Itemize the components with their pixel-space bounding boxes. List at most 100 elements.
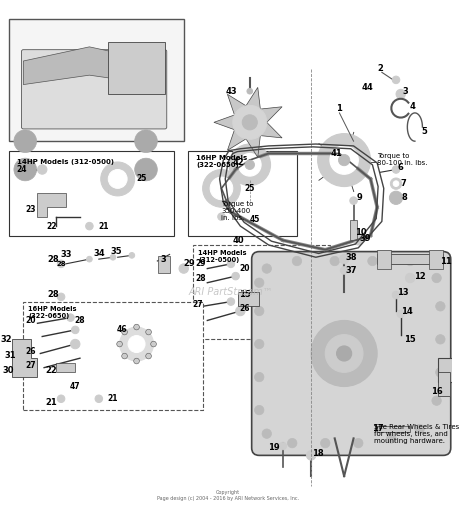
Circle shape (37, 165, 47, 174)
Bar (350, 220, 357, 240)
Polygon shape (214, 115, 235, 130)
Text: 37: 37 (346, 266, 357, 275)
Circle shape (318, 134, 371, 187)
Text: 16HP Models
(322-0650): 16HP Models (322-0650) (196, 156, 247, 169)
Bar (438, 358, 467, 382)
Circle shape (320, 438, 330, 448)
Text: 34: 34 (93, 249, 105, 258)
Text: 25: 25 (136, 174, 146, 184)
Circle shape (238, 154, 261, 176)
Circle shape (179, 264, 189, 273)
Text: 46: 46 (117, 325, 128, 334)
Text: 3: 3 (402, 87, 408, 96)
Text: 35: 35 (110, 247, 122, 256)
Text: 29: 29 (183, 260, 195, 268)
Circle shape (292, 256, 301, 266)
Circle shape (432, 273, 441, 283)
Text: 14: 14 (401, 307, 413, 315)
Circle shape (202, 170, 240, 207)
Circle shape (247, 88, 253, 94)
Circle shape (311, 321, 377, 387)
Circle shape (255, 405, 264, 415)
Circle shape (14, 130, 36, 153)
Polygon shape (260, 107, 282, 123)
Text: ARI PartStream™: ARI PartStream™ (189, 287, 273, 297)
Text: 40: 40 (233, 236, 244, 245)
Text: 15: 15 (404, 335, 416, 344)
Circle shape (262, 429, 272, 438)
Circle shape (415, 424, 424, 434)
Text: 43: 43 (225, 87, 237, 96)
Bar (193, 245, 330, 339)
Circle shape (306, 451, 316, 460)
Circle shape (14, 158, 36, 181)
Circle shape (392, 291, 400, 299)
Circle shape (354, 236, 363, 245)
Circle shape (95, 395, 102, 403)
Circle shape (57, 395, 65, 403)
Polygon shape (23, 47, 155, 85)
Text: 29: 29 (195, 260, 206, 268)
Circle shape (325, 334, 363, 372)
Circle shape (396, 89, 405, 99)
Circle shape (242, 115, 257, 130)
Text: 24: 24 (16, 165, 27, 174)
Polygon shape (246, 87, 260, 109)
Circle shape (210, 177, 233, 200)
Text: 27: 27 (192, 300, 203, 309)
Text: 5: 5 (421, 127, 427, 136)
Circle shape (227, 298, 235, 306)
Text: 41: 41 (331, 149, 342, 158)
Circle shape (288, 438, 297, 448)
Text: 14HP Models
(312-0500): 14HP Models (312-0500) (198, 250, 246, 263)
Bar (9, 19, 184, 141)
Circle shape (135, 158, 157, 181)
Text: 32: 32 (0, 335, 12, 344)
Circle shape (338, 155, 350, 166)
Circle shape (436, 301, 445, 311)
Circle shape (391, 178, 401, 189)
Circle shape (390, 191, 402, 204)
Text: 28: 28 (48, 255, 59, 264)
Text: 6: 6 (398, 163, 404, 172)
Circle shape (229, 144, 271, 186)
Text: 13: 13 (397, 287, 409, 297)
Text: 26: 26 (26, 347, 36, 356)
Text: 11: 11 (440, 256, 452, 266)
Polygon shape (246, 135, 260, 157)
Circle shape (67, 314, 74, 322)
Text: 21: 21 (108, 394, 118, 403)
Text: 28: 28 (195, 273, 206, 282)
Text: 8: 8 (401, 193, 407, 202)
Bar (158, 256, 170, 273)
Bar (429, 250, 443, 268)
Circle shape (87, 256, 92, 262)
Circle shape (134, 324, 139, 330)
Polygon shape (37, 193, 66, 217)
Bar (189, 150, 297, 236)
Text: 12: 12 (414, 271, 426, 281)
Bar (108, 42, 165, 94)
Polygon shape (238, 292, 259, 306)
Circle shape (117, 341, 122, 347)
Polygon shape (228, 130, 246, 150)
Circle shape (233, 105, 267, 139)
Text: 19: 19 (267, 444, 279, 452)
Circle shape (129, 252, 135, 258)
Circle shape (232, 272, 239, 280)
Text: 10: 10 (356, 228, 367, 237)
Bar (377, 254, 443, 264)
Circle shape (236, 306, 245, 316)
Text: 3: 3 (160, 255, 166, 264)
Polygon shape (12, 339, 37, 377)
Text: 20: 20 (26, 316, 36, 325)
Circle shape (100, 162, 135, 196)
Circle shape (57, 260, 65, 268)
Circle shape (57, 293, 65, 301)
Text: 25: 25 (245, 184, 255, 193)
FancyBboxPatch shape (252, 252, 451, 455)
Text: 38: 38 (346, 253, 357, 262)
Circle shape (122, 329, 128, 335)
Circle shape (393, 181, 399, 187)
Circle shape (354, 438, 363, 448)
